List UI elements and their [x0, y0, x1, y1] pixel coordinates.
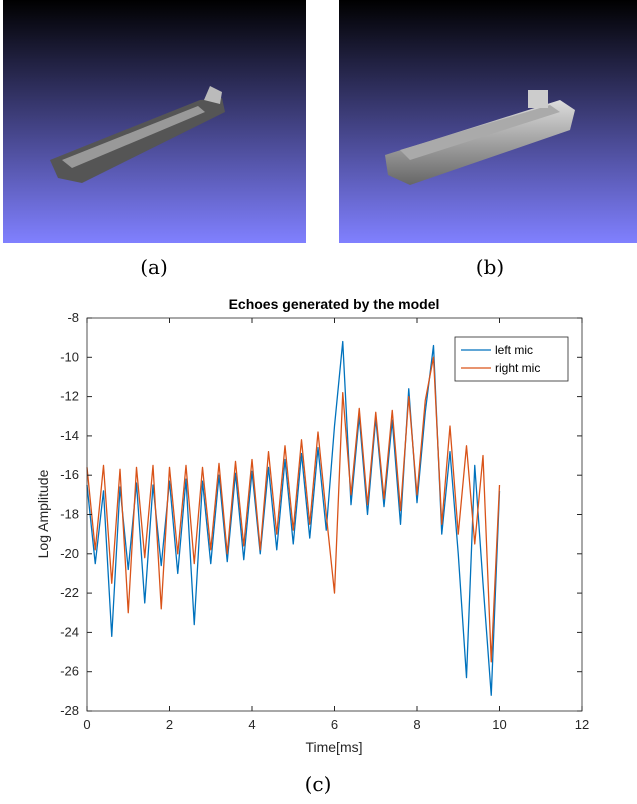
y-tick-label: -20: [60, 546, 79, 561]
chart: Echoes generated by the model Time[ms] L…: [35, 296, 589, 755]
y-tick-label: -8: [67, 310, 79, 325]
y-tick-label: -28: [60, 703, 79, 718]
x-axis-label: Time[ms]: [305, 739, 362, 755]
figure: (a) (b) (c) Echoes generated by the mode…: [0, 0, 637, 804]
render-b: [339, 0, 637, 243]
y-tick-label: -12: [60, 389, 79, 404]
render-a: [3, 0, 306, 243]
x-tick-label: 10: [492, 717, 506, 732]
caption: (a): [140, 255, 168, 279]
x-tick-label: 0: [83, 717, 90, 732]
y-axis-label: Log Amplitude: [35, 469, 51, 558]
legend-label: left mic: [495, 343, 533, 357]
y-tick-label: -24: [60, 624, 79, 639]
x-tick-label: 6: [331, 717, 338, 732]
legend-label: right mic: [495, 361, 540, 375]
caption: (c): [305, 772, 332, 796]
y-tick-label: -26: [60, 664, 79, 679]
y-tick-label: -22: [60, 585, 79, 600]
x-tick-label: 2: [166, 717, 173, 732]
y-tick-label: -10: [60, 349, 79, 364]
x-tick-label: 12: [575, 717, 589, 732]
line: [87, 357, 500, 662]
y-tick-label: -18: [60, 507, 79, 522]
caption: (b): [476, 255, 504, 279]
y-tick-label: -16: [60, 467, 79, 482]
x-tick-label: 4: [248, 717, 255, 732]
chart-title: Echoes generated by the model: [229, 296, 440, 312]
y-tick-label: -14: [60, 428, 79, 443]
x-tick-label: 8: [413, 717, 420, 732]
